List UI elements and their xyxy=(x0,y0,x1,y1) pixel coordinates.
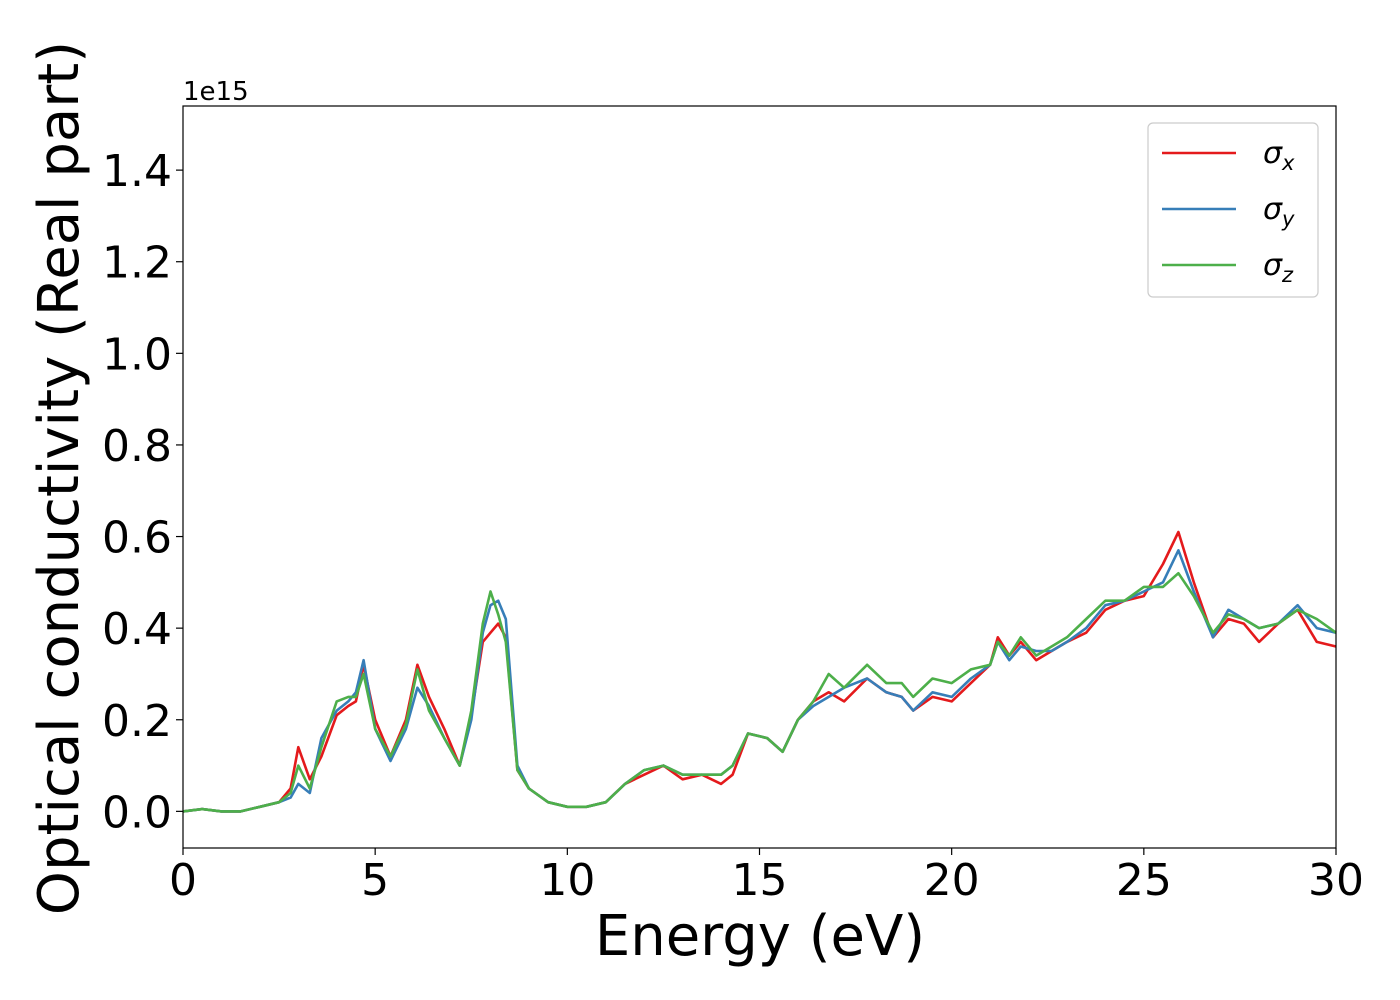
x-tick-label: 0 xyxy=(169,855,197,906)
y-tick-label: 1.0 xyxy=(102,329,172,380)
legend: σx σy σz xyxy=(1147,122,1319,298)
x-tick-label: 30 xyxy=(1308,855,1364,906)
y-offset-label: 1e15 xyxy=(183,77,249,107)
y-axis: 0.0 0.2 0.4 0.6 0.8 1.0 1.2 1.4 xyxy=(102,146,183,838)
y-axis-label: Optical conductivity (Real part) xyxy=(27,41,92,915)
y-tick-label: 0.0 xyxy=(102,787,172,838)
series-line-3 xyxy=(182,571,1337,813)
y-tick-label: 0.2 xyxy=(102,696,172,747)
x-tick-label: 20 xyxy=(924,855,980,906)
x-axis-label: Energy (eV) xyxy=(595,904,925,969)
series-layer xyxy=(182,530,1337,813)
legend-label: σx xyxy=(1263,136,1295,175)
x-axis: 0 5 10 15 20 25 30 xyxy=(169,848,1364,906)
legend-label: σy xyxy=(1263,192,1295,231)
x-tick-label: 25 xyxy=(1116,855,1172,906)
y-tick-label: 1.2 xyxy=(102,238,172,289)
legend-label: σz xyxy=(1263,248,1294,287)
x-tick-label: 15 xyxy=(732,855,788,906)
y-tick-label: 0.6 xyxy=(102,513,172,564)
y-tick-label: 1.4 xyxy=(102,146,172,197)
x-tick-label: 10 xyxy=(539,855,595,906)
x-tick-label: 5 xyxy=(361,855,389,906)
y-tick-label: 0.4 xyxy=(102,604,172,655)
y-tick-label: 0.8 xyxy=(102,421,172,472)
